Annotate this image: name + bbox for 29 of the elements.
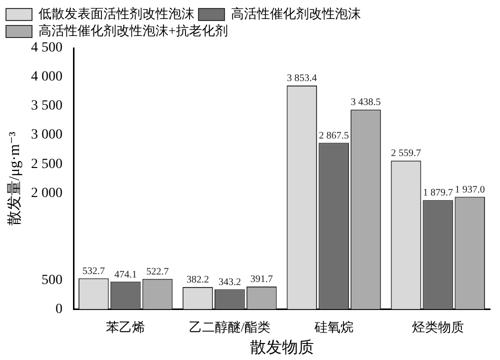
data-label: 3 853.4 — [286, 73, 317, 84]
legend-label: 高活性催化剂改性泡沫 — [231, 6, 361, 21]
legend-label: 低散发表面活性剂改性泡沫 — [38, 6, 194, 21]
y-tick-label: 2 500 — [31, 156, 62, 172]
data-label: 474.1 — [114, 269, 137, 280]
y-tick-label: 500 — [42, 272, 62, 288]
data-label: 3 438.5 — [350, 97, 381, 108]
y-tick-label: 2 000 — [31, 186, 62, 201]
x-axis-title: 散发物质 — [250, 338, 314, 357]
x-tick-label: 硅氧烷 — [313, 319, 354, 334]
x-tick-label: 烃类物质 — [412, 319, 464, 334]
data-label: 391.7 — [250, 274, 273, 286]
data-label: 2 867.5 — [318, 130, 349, 142]
data-label: 1 937.0 — [454, 184, 485, 196]
legend-label: 高活性催化剂改性泡沫+抗老化剂 — [38, 22, 228, 38]
y-tick-label: 0 — [56, 302, 62, 317]
x-tick-label: 苯乙烯 — [106, 319, 146, 334]
data-label: 1 879.7 — [422, 188, 453, 199]
y-axis-title: 散发量/μg·m⁻³ — [6, 131, 23, 226]
y-tick-label: 4 500 — [31, 40, 62, 56]
x-tick-label: 乙二醇醚/酯类 — [188, 319, 270, 334]
data-label: 2 559.7 — [391, 148, 422, 160]
data-label: 382.2 — [186, 274, 210, 286]
y-tick-label: 3 000 — [31, 128, 62, 143]
data-label: 532.7 — [82, 266, 105, 277]
y-tick-label: 4 000 — [31, 70, 62, 85]
data-label: 343.2 — [218, 276, 241, 288]
data-label: 522.7 — [146, 266, 169, 278]
y-tick-label: 3 500 — [31, 98, 62, 114]
